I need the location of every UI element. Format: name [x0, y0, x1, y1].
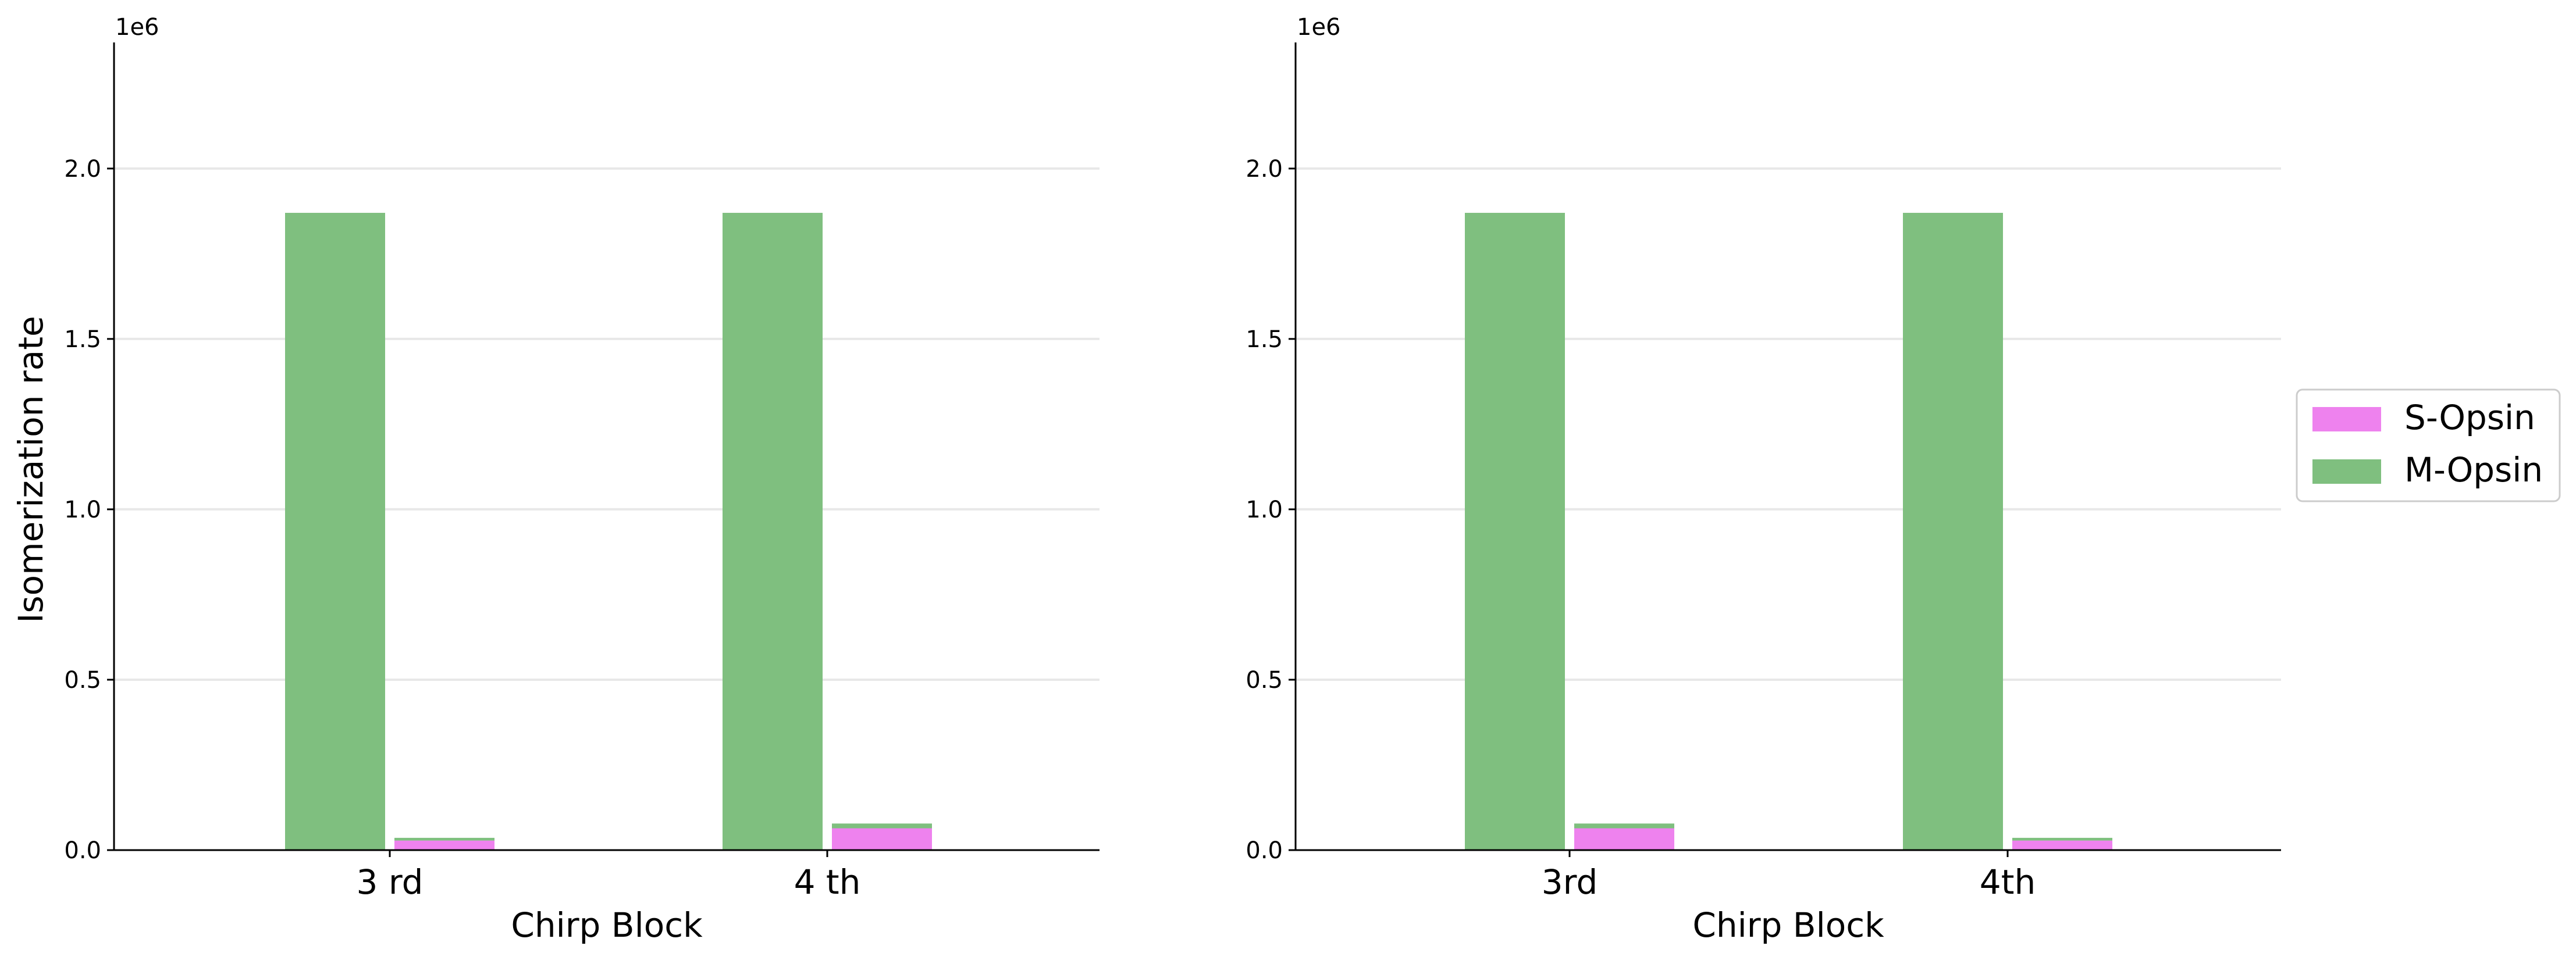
x-tick-label: 4 th: [794, 862, 861, 902]
y-axis-title: Isomerization rate: [11, 316, 51, 623]
x-axis-title: Chirp Block: [511, 905, 703, 945]
y-tick-label: 0.5: [1246, 667, 1283, 694]
bar-m-opsin-small: [832, 823, 932, 829]
y-tick-label: 2.0: [64, 156, 101, 183]
bar-s-opsin: [1574, 828, 1674, 850]
y-tick-label: 2.0: [1246, 156, 1283, 183]
y-tick-label: 1.0: [64, 497, 101, 523]
bar-s-opsin: [832, 828, 932, 850]
bar-m-opsin-small: [2012, 837, 2112, 841]
y-tick-label: 1.0: [1246, 497, 1283, 523]
y-tick-label: 1.5: [64, 326, 101, 353]
x-tick-label: 4th: [1980, 862, 2036, 902]
bar-s-opsin: [2012, 840, 2112, 850]
bar-s-opsin: [394, 840, 494, 850]
y-tick-label: 0.0: [64, 837, 101, 864]
x-tick-label: 3 rd: [357, 862, 424, 902]
legend-swatch: [2312, 459, 2381, 484]
bar-m-opsin: [285, 213, 385, 850]
y-offset-label: 1e6: [1297, 14, 1341, 41]
bar-m-opsin: [1903, 213, 2003, 850]
y-tick-label: 0.5: [64, 667, 101, 694]
bar-m-opsin: [723, 213, 823, 850]
legend-label: S-Opsin: [2404, 398, 2535, 437]
legend-label: M-Opsin: [2404, 450, 2543, 490]
x-tick-label: 3rd: [1542, 862, 1598, 902]
y-tick-label: 0.0: [1246, 837, 1283, 864]
bar-m-opsin-small: [394, 837, 494, 841]
y-tick-label: 1.5: [1246, 326, 1283, 353]
x-axis-title: Chirp Block: [1692, 905, 1884, 945]
y-offset-label: 1e6: [115, 14, 159, 41]
legend-swatch: [2312, 407, 2381, 431]
bar-m-opsin-small: [1574, 823, 1674, 829]
bar-m-opsin: [1465, 213, 1565, 850]
